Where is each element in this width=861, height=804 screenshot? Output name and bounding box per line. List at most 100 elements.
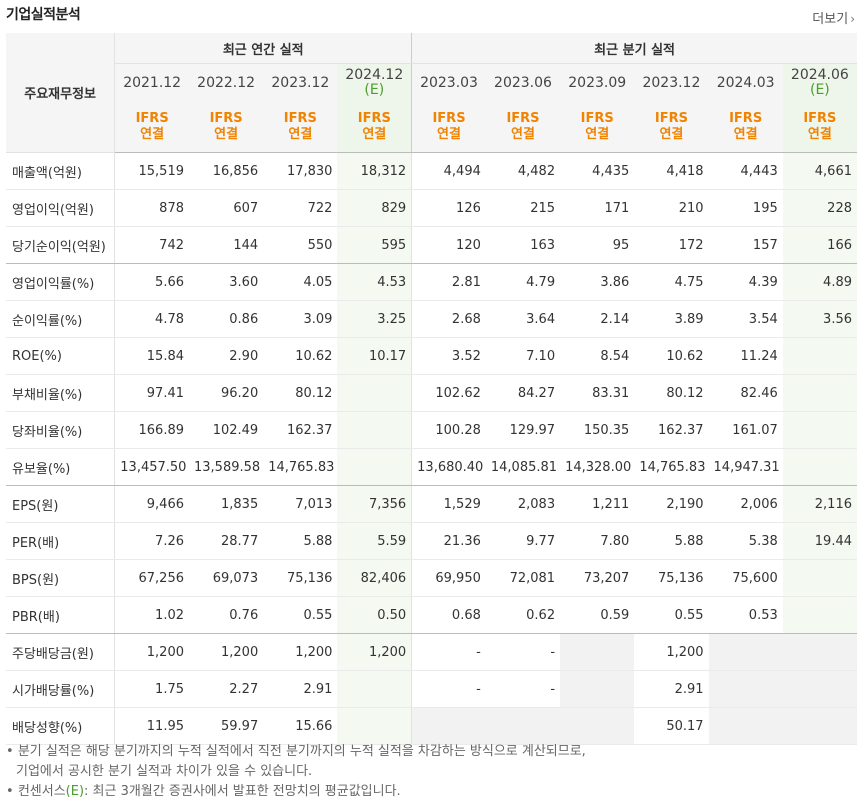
annual-group-header: 최근 연간 실적 [114,33,413,64]
consolidated-label: 연결 [511,127,535,142]
consolidated-label: 연결 [585,127,610,142]
row-label: 매출액(억원) [6,152,116,190]
table-cell [560,670,635,708]
table-cell: 69,073 [189,559,264,597]
period-label: 2023.06 [494,75,552,91]
table-cell: 162.37 [263,411,338,449]
table-cell: 1,200 [114,633,189,671]
ifrs-header: IFRS 연결 [189,102,264,153]
table-cell: 96.20 [189,374,264,412]
table-cell: 82,406 [337,559,413,597]
table-cell: 4.53 [337,263,413,301]
table-cell: 126 [411,189,486,227]
table-row: PBR(배) 1.02 0.76 0.55 0.50 0.68 0.62 0.59 0.55 0.… [6,596,857,634]
table-cell: 0.55 [263,596,338,634]
table-cell: 742 [114,226,189,264]
chevron-right-icon: › [850,12,855,26]
table-cell: 7.10 [485,337,561,375]
table-cell [782,670,857,708]
table-cell [411,707,486,745]
table-cell: 2.90 [189,337,264,375]
table-cell: 15.66 [263,707,338,745]
ifrs-header: IFRS 연결 [782,102,857,153]
table-cell: 195 [708,189,783,227]
table-cell: 171 [560,189,635,227]
table-row: ROE(%) 15.84 2.90 10.62 10.17 3.52 7.10 8.54 10.… [6,337,857,375]
table-cell: 3.54 [708,300,783,338]
table-cell: 19.44 [782,522,857,560]
row-label: BPS(원) [6,559,116,597]
table-cell: 80.12 [263,374,338,412]
table-cell [560,707,635,745]
period-label: 2024.03 [716,75,775,91]
table-cell: 11.95 [114,707,189,745]
period-label: 2024.06 [790,67,849,83]
table-cell: 13,680.40 [411,448,486,486]
table-cell: 4,435 [560,152,635,190]
table-cell [782,559,857,597]
table-cell: 4,443 [708,152,783,190]
table-row: 주당배당금(원) 1,200 1,200 1,200 1,200- -1,200 [6,633,857,671]
table-cell [708,707,783,745]
table-cell [337,448,413,486]
ifrs-label: IFRS [803,111,837,126]
row-label: 당기순이익(억원) [6,226,116,264]
row-label: PER(배) [6,522,116,560]
table-cell: 4.78 [114,300,189,338]
ifrs-header: IFRS 연결 [263,102,338,153]
ifrs-label: IFRS [209,111,243,126]
table-cell: 75,600 [708,559,783,597]
table-cell: 5.88 [263,522,338,560]
table-cell: 9,466 [114,485,189,523]
table-cell: 878 [114,189,189,227]
table-cell: 0.50 [337,596,413,634]
table-row: 영업이익률(%) 5.66 3.60 4.05 4.53 2.81 4.79 3.86 4.75… [6,263,857,301]
ifrs-label: IFRS [432,111,466,126]
table-cell [708,633,783,671]
table-cell: 75,136 [634,559,709,597]
table-cell: 550 [263,226,338,264]
table-cell: 2,006 [708,485,783,523]
table-cell: 10.62 [634,337,709,375]
table-cell [560,633,635,671]
period-header: 2023.12 [634,63,709,102]
table-cell: 228 [782,189,857,227]
table-row: PER(배) 7.26 28.77 5.88 5.59 21.36 9.77 7.80 5.88… [6,522,857,560]
period-label: 2022.12 [197,75,256,91]
table-cell [708,670,783,708]
table-cell: 3.60 [189,263,264,301]
table-row: 당좌비율(%) 166.89 102.49 162.37 100.28 129.97 150… [6,411,857,449]
ifrs-header: IFRS 연결 [114,102,189,153]
table-row: 영업이익(억원) 878 607 722 829 126 215 171 210 195 228 [6,189,857,227]
table-cell: 2,083 [485,485,561,523]
table-cell: 7.26 [114,522,189,560]
table-cell: 1,211 [560,485,635,523]
more-link[interactable]: 더보기 › [812,8,855,27]
table-row: 유보율(%) 13,457.50 13,589.58 14,765.83 13,680.… [6,448,857,486]
row-label: EPS(원) [6,485,116,523]
table-cell: 14,765.83 [263,448,338,486]
table-cell: 1,200 [634,633,709,671]
table-cell: 10.17 [337,337,413,375]
table-cell: 3.64 [485,300,561,338]
table-cell: 67,256 [114,559,189,597]
table-cell: - [411,670,486,708]
table-cell [337,374,413,412]
table-cell: 3.89 [634,300,709,338]
table-cell: 95 [560,226,635,264]
consolidated-label: 연결 [362,127,387,142]
table-cell: 157 [708,226,783,264]
table-cell: 5.59 [337,522,413,560]
consolidated-label: 연결 [733,127,758,142]
table-cell: 172 [634,226,709,264]
table-cell: 3.25 [337,300,413,338]
footnote-1: • 분기 실적은 해당 분기까지의 누적 실적에서 직전 분기까지의 누적 실적… [6,744,586,759]
row-label: 유보율(%) [6,448,116,486]
table-cell: 14,947.31 [708,448,783,486]
table-cell: 1,529 [411,485,486,523]
table-cell: 10.62 [263,337,338,375]
ifrs-header: IFRS 연결 [337,102,413,153]
row-label: ROE(%) [6,337,116,375]
consolidated-label: 연결 [140,127,165,142]
period-label: 2023.03 [420,75,478,91]
